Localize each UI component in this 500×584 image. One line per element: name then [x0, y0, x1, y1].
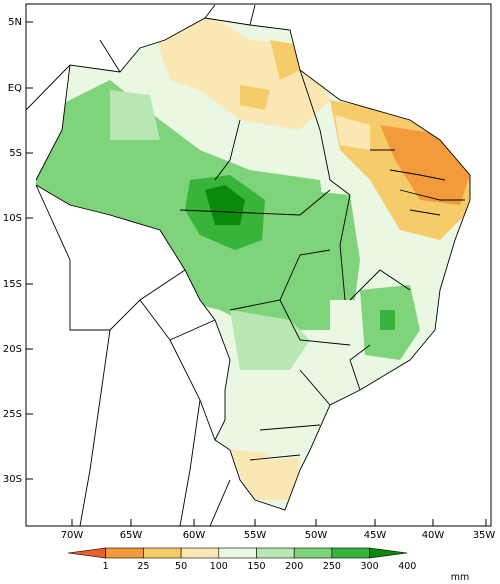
- lat-label-25s: 25S: [3, 409, 22, 420]
- longitude-axis: 70W 65W 60W 55W 50W 45W 40W 35W: [61, 519, 496, 541]
- lat-label-eq: EQ: [8, 83, 22, 94]
- colorbar-label: 150: [247, 561, 265, 572]
- lon-label-70w: 70W: [61, 530, 84, 541]
- colorbar-segment: [218, 547, 257, 559]
- colorbar-label: 100: [210, 561, 228, 572]
- colorbar-label: 300: [361, 561, 379, 572]
- lon-label-50w: 50W: [305, 530, 328, 541]
- colorbar-segment: [293, 547, 333, 559]
- colorbar-label: 1: [103, 561, 109, 572]
- lon-label-55w: 55W: [244, 530, 267, 541]
- lon-label-35w: 35W: [473, 530, 496, 541]
- lat-label-20s: 20S: [3, 344, 22, 355]
- colorbar-segment: [256, 547, 295, 559]
- boundary-lines: [26, 4, 471, 526]
- colorbar-segment: [143, 547, 182, 559]
- colorbar-label: 25: [137, 561, 149, 572]
- colorbar-segment: [331, 547, 370, 559]
- colorbar-label: 400: [398, 561, 416, 572]
- colorbar-segment: [180, 547, 220, 559]
- lon-label-45w: 45W: [364, 530, 387, 541]
- lat-label-5s: 5S: [9, 148, 22, 159]
- colorbar-arrow-low: [67, 547, 106, 559]
- colorbar: 1 25 50 100 150 200 250 300 400: [67, 547, 416, 572]
- colorbar-label: 250: [323, 561, 341, 572]
- lat-label-10s: 10S: [3, 213, 22, 224]
- lat-label-5n: 5N: [8, 17, 22, 28]
- colorbar-arrow-high: [369, 547, 408, 559]
- lon-label-65w: 65W: [120, 530, 143, 541]
- lon-label-60w: 60W: [183, 530, 206, 541]
- latitude-axis: 5N EQ 5S 10S 15S 20S 25S 30S: [3, 17, 33, 485]
- lat-label-15s: 15S: [3, 279, 22, 290]
- colorbar-label: 50: [175, 561, 187, 572]
- colorbar-segment: [105, 547, 144, 559]
- lon-label-40w: 40W: [422, 530, 445, 541]
- lat-label-30s: 30S: [3, 474, 22, 485]
- colorbar-label: 200: [285, 561, 303, 572]
- units-label: mm: [451, 572, 470, 583]
